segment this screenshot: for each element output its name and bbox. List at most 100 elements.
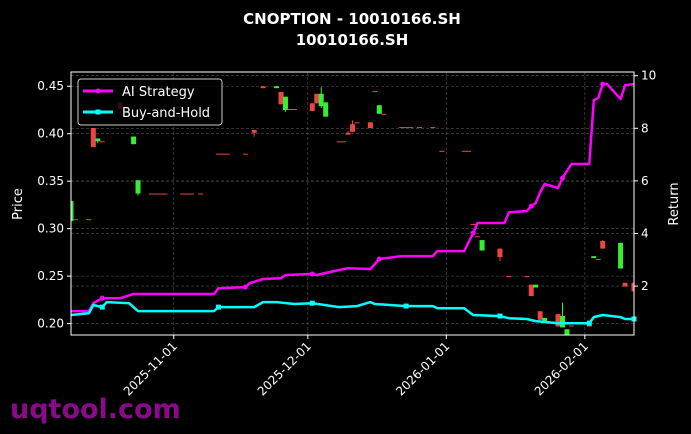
y2-axis-label: Return [667, 182, 682, 225]
legend-bh-label: Buy-and-Hold [122, 106, 210, 121]
candle-down [90, 128, 96, 148]
watermark: uqtool.com [10, 394, 181, 425]
buy-and-hold-marker [403, 303, 409, 309]
candle-down [408, 127, 414, 129]
candle-down [555, 314, 561, 327]
y-tick-label: 0.35 [37, 174, 64, 188]
buy-and-hold-marker [99, 304, 105, 310]
candle-down [287, 109, 293, 111]
candle-down [162, 193, 168, 195]
buy-and-hold-line [70, 300, 634, 325]
ai-strategy-marker [309, 271, 315, 277]
candle-down [372, 90, 378, 92]
y2-tick-label: 10 [641, 69, 656, 83]
legend: AI Strategy Buy-and-Hold [77, 78, 223, 126]
candle-up [618, 242, 624, 269]
candle-down [595, 259, 601, 261]
y-tick-label: 0.20 [37, 317, 64, 331]
candle-down [586, 325, 592, 327]
buy-and-hold-marker [215, 304, 221, 310]
legend-ai-label: AI Strategy [122, 85, 195, 100]
candle-down [466, 150, 472, 152]
candle-down [148, 193, 154, 195]
buy-and-hold-marker [497, 313, 503, 319]
candle-down [631, 282, 634, 292]
candle-down [354, 122, 360, 124]
candle-down [336, 141, 342, 143]
y-tick-label: 0.30 [37, 222, 64, 236]
y2-tick-label: 2 [641, 279, 649, 293]
candle-down [399, 127, 405, 129]
chart-title: CNOPTION - 10010166.SH [243, 10, 461, 28]
candle-down [157, 193, 163, 195]
candle-up [479, 240, 485, 251]
candle-up [564, 329, 570, 335]
candle-down [184, 193, 190, 195]
candle-down [215, 153, 221, 155]
buy-and-hold-marker [309, 300, 315, 306]
ai-strategy-marker [560, 175, 566, 181]
candle-down [497, 248, 503, 258]
candle-down [189, 193, 195, 195]
candle-down [251, 129, 257, 133]
y2-tick-label: 4 [641, 226, 649, 240]
y-tick-label: 0.25 [37, 269, 64, 283]
buy-and-hold-marker [586, 320, 592, 326]
candle-up [71, 201, 74, 222]
candle-down [622, 282, 628, 287]
y-axis-label: Price [11, 188, 26, 220]
candle-up [282, 96, 288, 110]
candle-up [376, 105, 382, 114]
candle-up [318, 93, 324, 107]
candle-down [439, 150, 445, 152]
candle-down [242, 153, 248, 155]
ai-strategy-marker [242, 284, 248, 290]
candle-up [542, 317, 548, 322]
candle-down [99, 141, 105, 143]
ai-strategy-marker [376, 256, 382, 262]
candle-down [430, 127, 436, 129]
candle-down [403, 127, 409, 129]
candle-down [475, 236, 481, 238]
candle-up [533, 284, 539, 288]
ai-strategy-marker [528, 203, 534, 209]
candle-down [350, 124, 355, 132]
candle-down [198, 193, 204, 195]
candle-up [135, 180, 141, 194]
candle-down [528, 284, 534, 297]
ai-strategy-marker [99, 295, 105, 301]
legend-bh-marker [95, 109, 101, 115]
legend-box [77, 78, 223, 126]
lines [70, 81, 637, 326]
candle-down [224, 153, 230, 155]
candle-down [291, 109, 297, 111]
candle-down [345, 132, 351, 135]
candle-down [278, 91, 284, 105]
candle-down [461, 150, 467, 152]
ai-strategy-line [71, 82, 635, 313]
candle-down [537, 311, 543, 320]
candle-up [95, 138, 101, 142]
y-tick-label: 0.40 [37, 127, 64, 141]
candle-up [274, 86, 280, 89]
candle-down [341, 141, 347, 143]
y2-tick-label: 8 [641, 121, 649, 135]
candle-up [323, 102, 329, 117]
plot-frame [70, 71, 635, 336]
candle-down [524, 276, 530, 278]
ai-strategy-marker [470, 230, 476, 236]
candle-up [131, 136, 137, 145]
candle-down [381, 113, 387, 115]
candle-down [260, 86, 266, 89]
ai-strategy-marker [600, 81, 606, 87]
candle-down [600, 241, 606, 249]
candle-down [86, 219, 92, 221]
candle-down [314, 93, 320, 104]
candle-down [220, 153, 226, 155]
candle-down [367, 122, 373, 129]
candle-down [180, 193, 186, 195]
legend-ai-marker [95, 88, 101, 94]
y2-tick-label: 6 [641, 174, 649, 188]
